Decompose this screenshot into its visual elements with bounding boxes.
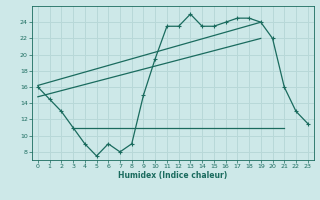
X-axis label: Humidex (Indice chaleur): Humidex (Indice chaleur) [118,171,228,180]
